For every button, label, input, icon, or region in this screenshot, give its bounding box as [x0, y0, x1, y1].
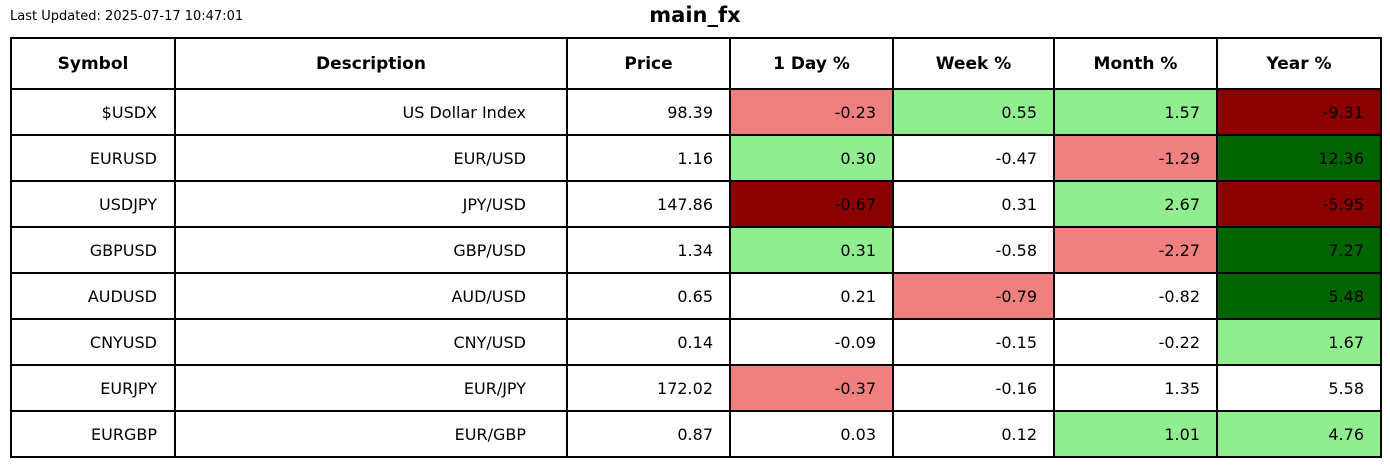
cell-description: EUR/USD: [174, 134, 568, 182]
table-row: USDJPY JPY/USD 147.86 -0.67 0.31 2.67 -5…: [10, 180, 1382, 228]
cell-price: 147.86: [566, 180, 731, 228]
col-header-year-pct: Year %: [1216, 37, 1382, 90]
cell-week-pct: 0.12: [892, 410, 1055, 458]
cell-price: 1.16: [566, 134, 731, 182]
col-header-price: Price: [566, 37, 731, 90]
cell-day-pct: 0.31: [729, 226, 894, 274]
cell-year-pct: -5.95: [1216, 180, 1382, 228]
cell-week-pct: -0.16: [892, 364, 1055, 412]
last-updated: Last Updated: 2025-07-17 10:47:01: [10, 9, 244, 24]
cell-price: 98.39: [566, 88, 731, 136]
cell-week-pct: -0.47: [892, 134, 1055, 182]
cell-month-pct: 2.67: [1053, 180, 1218, 228]
cell-symbol: EURUSD: [10, 134, 176, 182]
table-row: EURUSD EUR/USD 1.16 0.30 -0.47 -1.29 12.…: [10, 134, 1382, 182]
table-row: AUDUSD AUD/USD 0.65 0.21 -0.79 -0.82 5.4…: [10, 272, 1382, 320]
cell-week-pct: -0.58: [892, 226, 1055, 274]
cell-price: 172.02: [566, 364, 731, 412]
cell-symbol: USDJPY: [10, 180, 176, 228]
cell-description: US Dollar Index: [174, 88, 568, 136]
cell-year-pct: 5.58: [1216, 364, 1382, 412]
cell-description: CNY/USD: [174, 318, 568, 366]
table-row: EURJPY EUR/JPY 172.02 -0.37 -0.16 1.35 5…: [10, 364, 1382, 412]
cell-month-pct: -0.22: [1053, 318, 1218, 366]
cell-month-pct: 1.57: [1053, 88, 1218, 136]
table-row: EURGBP EUR/GBP 0.87 0.03 0.12 1.01 4.76: [10, 410, 1382, 458]
cell-month-pct: -2.27: [1053, 226, 1218, 274]
table-row: GBPUSD GBP/USD 1.34 0.31 -0.58 -2.27 7.2…: [10, 226, 1382, 274]
cell-description: AUD/USD: [174, 272, 568, 320]
col-header-month-pct: Month %: [1053, 37, 1218, 90]
cell-week-pct: -0.15: [892, 318, 1055, 366]
page-title: main_fx: [649, 3, 741, 27]
cell-symbol: AUDUSD: [10, 272, 176, 320]
table-row: CNYUSD CNY/USD 0.14 -0.09 -0.15 -0.22 1.…: [10, 318, 1382, 366]
col-header-description: Description: [174, 37, 568, 90]
cell-price: 1.34: [566, 226, 731, 274]
col-header-symbol: Symbol: [10, 37, 176, 90]
fx-table: Symbol Description Price 1 Day % Week % …: [10, 37, 1382, 458]
cell-symbol: $USDX: [10, 88, 176, 136]
cell-year-pct: -9.31: [1216, 88, 1382, 136]
cell-symbol: EURJPY: [10, 364, 176, 412]
cell-day-pct: -0.09: [729, 318, 894, 366]
cell-price: 0.65: [566, 272, 731, 320]
cell-day-pct: -0.37: [729, 364, 894, 412]
cell-year-pct: 7.27: [1216, 226, 1382, 274]
cell-month-pct: -0.82: [1053, 272, 1218, 320]
cell-day-pct: 0.03: [729, 410, 894, 458]
cell-week-pct: -0.79: [892, 272, 1055, 320]
cell-description: GBP/USD: [174, 226, 568, 274]
cell-year-pct: 12.36: [1216, 134, 1382, 182]
cell-day-pct: -0.67: [729, 180, 894, 228]
cell-day-pct: -0.23: [729, 88, 894, 136]
cell-year-pct: 4.76: [1216, 410, 1382, 458]
cell-month-pct: -1.29: [1053, 134, 1218, 182]
cell-month-pct: 1.01: [1053, 410, 1218, 458]
cell-description: EUR/GBP: [174, 410, 568, 458]
cell-year-pct: 1.67: [1216, 318, 1382, 366]
cell-symbol: CNYUSD: [10, 318, 176, 366]
table-row: $USDX US Dollar Index 98.39 -0.23 0.55 1…: [10, 88, 1382, 136]
col-header-day-pct: 1 Day %: [729, 37, 894, 90]
cell-price: 0.87: [566, 410, 731, 458]
cell-description: EUR/JPY: [174, 364, 568, 412]
cell-symbol: EURGBP: [10, 410, 176, 458]
col-header-week-pct: Week %: [892, 37, 1055, 90]
cell-week-pct: 0.55: [892, 88, 1055, 136]
cell-day-pct: 0.30: [729, 134, 894, 182]
cell-day-pct: 0.21: [729, 272, 894, 320]
cell-symbol: GBPUSD: [10, 226, 176, 274]
header-row: Symbol Description Price 1 Day % Week % …: [10, 37, 1382, 90]
cell-week-pct: 0.31: [892, 180, 1055, 228]
cell-year-pct: 5.48: [1216, 272, 1382, 320]
cell-description: JPY/USD: [174, 180, 568, 228]
cell-price: 0.14: [566, 318, 731, 366]
cell-month-pct: 1.35: [1053, 364, 1218, 412]
